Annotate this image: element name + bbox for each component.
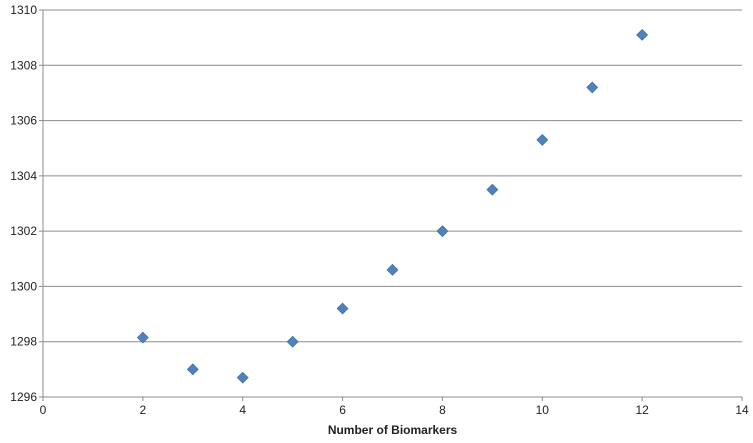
grid-lines bbox=[43, 9, 742, 343]
data-point-7 bbox=[386, 263, 399, 276]
data-point-3 bbox=[186, 363, 199, 376]
y-tick-label-1298: 1298 bbox=[10, 335, 37, 349]
data-point-8 bbox=[436, 225, 449, 238]
data-point-11 bbox=[586, 81, 599, 94]
data-points bbox=[136, 28, 649, 384]
x-tick-label-4: 4 bbox=[239, 403, 246, 417]
y-tick-label-1296: 1296 bbox=[10, 390, 37, 404]
x-tick-label-12: 12 bbox=[635, 403, 649, 417]
x-tick-label-2: 2 bbox=[140, 403, 147, 417]
data-point-6 bbox=[336, 302, 349, 315]
y-tick-labels: 1296 1298 1300 1302 1304 1306 1308 1310 bbox=[10, 3, 37, 404]
y-tick-label-1304: 1304 bbox=[10, 169, 37, 183]
data-point-12 bbox=[636, 28, 649, 41]
data-point-10 bbox=[536, 133, 549, 146]
axes bbox=[39, 9, 743, 401]
y-tick-label-1302: 1302 bbox=[10, 224, 37, 238]
x-tick-label-8: 8 bbox=[439, 403, 446, 417]
x-tick-labels: 0 2 4 6 8 10 12 14 bbox=[40, 403, 749, 417]
x-tick-label-10: 10 bbox=[536, 403, 550, 417]
data-point-4 bbox=[236, 371, 249, 384]
y-tick-label-1308: 1308 bbox=[10, 58, 37, 72]
x-axis-title: Number of Biomarkers bbox=[328, 423, 458, 437]
data-point-9 bbox=[486, 183, 499, 196]
y-tick-label-1306: 1306 bbox=[10, 114, 37, 128]
y-tick-label-1310: 1310 bbox=[10, 3, 37, 17]
data-point-2 bbox=[136, 331, 149, 344]
x-tick-label-0: 0 bbox=[40, 403, 47, 417]
data-point-5 bbox=[286, 335, 299, 348]
x-tick-label-14: 14 bbox=[735, 403, 749, 417]
y-tick-label-1300: 1300 bbox=[10, 279, 37, 293]
x-tick-label-6: 6 bbox=[339, 403, 346, 417]
